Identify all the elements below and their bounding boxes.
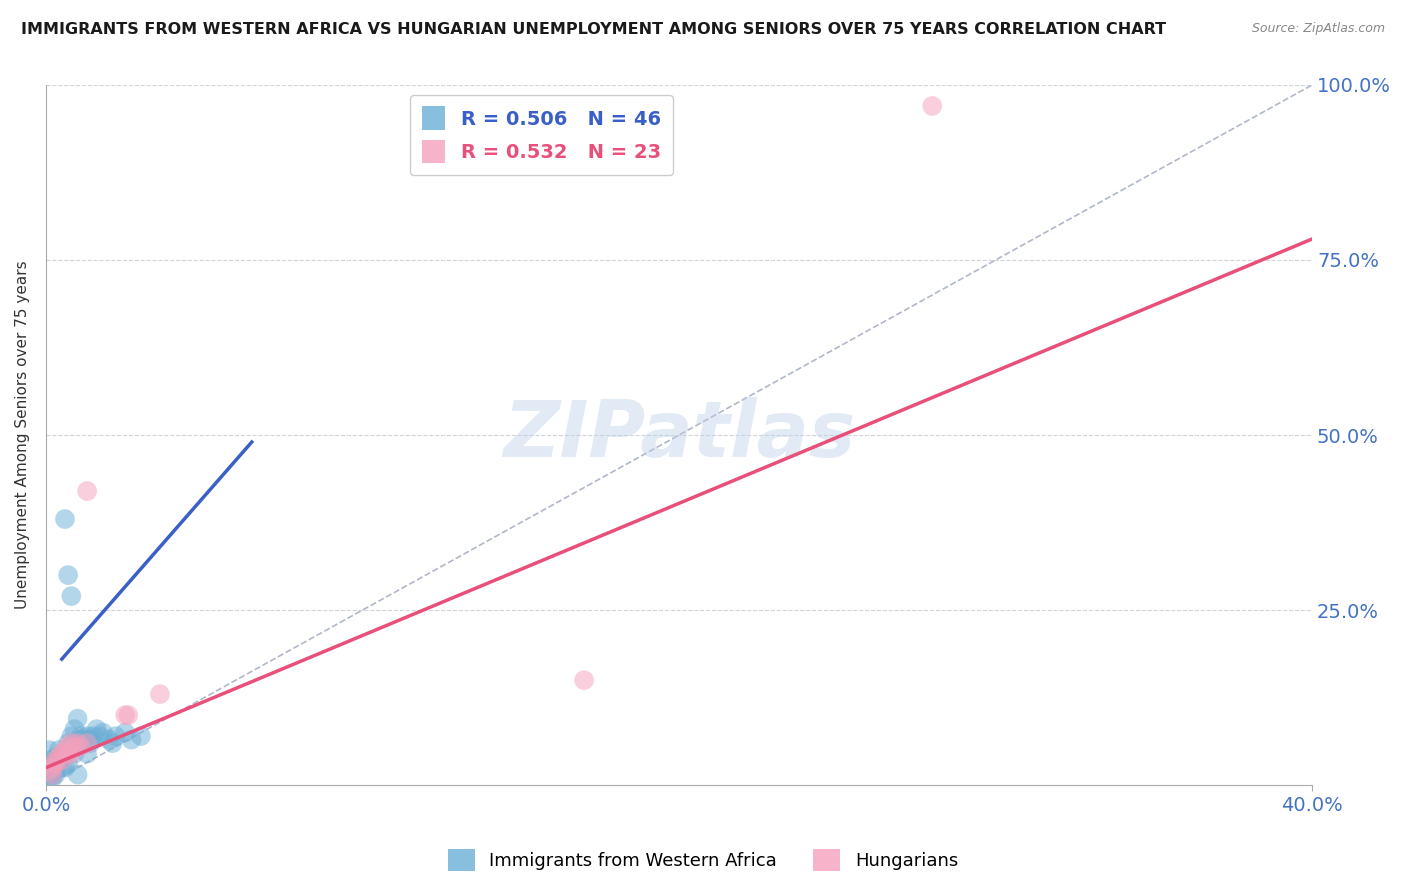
- Point: [44, 754, 66, 768]
- Point: [120, 732, 142, 747]
- Point: [60, 589, 83, 603]
- Point: [82, 729, 104, 743]
- Point: [66, 736, 89, 750]
- Point: [38, 764, 60, 779]
- Point: [79, 732, 101, 747]
- Point: [53, 747, 76, 761]
- Point: [53, 761, 76, 775]
- Point: [60, 739, 83, 754]
- Point: [73, 732, 96, 747]
- Point: [41, 757, 63, 772]
- Point: [104, 729, 127, 743]
- Point: [69, 739, 91, 754]
- Point: [48, 743, 70, 757]
- Point: [101, 736, 124, 750]
- Point: [56, 568, 79, 582]
- Point: [41, 771, 63, 785]
- Point: [98, 732, 121, 747]
- Point: [38, 764, 60, 779]
- Point: [41, 761, 63, 775]
- Point: [69, 729, 91, 743]
- Point: [66, 767, 89, 781]
- Point: [76, 729, 98, 743]
- Point: [79, 736, 101, 750]
- Point: [921, 99, 943, 113]
- Point: [44, 757, 66, 772]
- Legend: Immigrants from Western Africa, Hungarians: Immigrants from Western Africa, Hungaria…: [440, 842, 966, 879]
- Point: [60, 736, 83, 750]
- Point: [76, 484, 98, 499]
- Point: [56, 739, 79, 754]
- Point: [51, 754, 73, 768]
- Point: [66, 739, 89, 754]
- Point: [38, 771, 60, 785]
- Point: [48, 757, 70, 772]
- Text: ZIPatlas: ZIPatlas: [503, 397, 855, 473]
- Point: [44, 750, 66, 764]
- Legend: R = 0.506   N = 46, R = 0.532   N = 23: R = 0.506 N = 46, R = 0.532 N = 23: [411, 95, 672, 175]
- Point: [114, 725, 136, 739]
- Point: [53, 743, 76, 757]
- Point: [86, 722, 108, 736]
- Point: [117, 708, 139, 723]
- Point: [114, 708, 136, 723]
- Point: [51, 750, 73, 764]
- Point: [63, 739, 86, 754]
- Point: [41, 761, 63, 775]
- Point: [56, 757, 79, 772]
- Point: [76, 736, 98, 750]
- Point: [91, 725, 114, 739]
- Point: [149, 687, 172, 701]
- Point: [69, 732, 91, 747]
- Point: [63, 722, 86, 736]
- Point: [129, 729, 152, 743]
- Point: [51, 761, 73, 775]
- Text: Source: ZipAtlas.com: Source: ZipAtlas.com: [1251, 22, 1385, 36]
- Point: [41, 767, 63, 781]
- Point: [572, 673, 595, 687]
- Y-axis label: Unemployment Among Seniors over 75 years: Unemployment Among Seniors over 75 years: [15, 260, 30, 609]
- Point: [44, 767, 66, 781]
- Text: IMMIGRANTS FROM WESTERN AFRICA VS HUNGARIAN UNEMPLOYMENT AMONG SENIORS OVER 75 Y: IMMIGRANTS FROM WESTERN AFRICA VS HUNGAR…: [21, 22, 1166, 37]
- Point: [51, 747, 73, 761]
- Point: [53, 512, 76, 526]
- Point: [56, 736, 79, 750]
- Point: [41, 767, 63, 781]
- Point: [63, 747, 86, 761]
- Point: [38, 754, 60, 768]
- Point: [60, 747, 83, 761]
- Point: [38, 743, 60, 757]
- Point: [89, 729, 111, 743]
- Point: [44, 764, 66, 779]
- Point: [56, 747, 79, 761]
- Point: [66, 712, 89, 726]
- Point: [48, 750, 70, 764]
- Point: [60, 729, 83, 743]
- Point: [76, 747, 98, 761]
